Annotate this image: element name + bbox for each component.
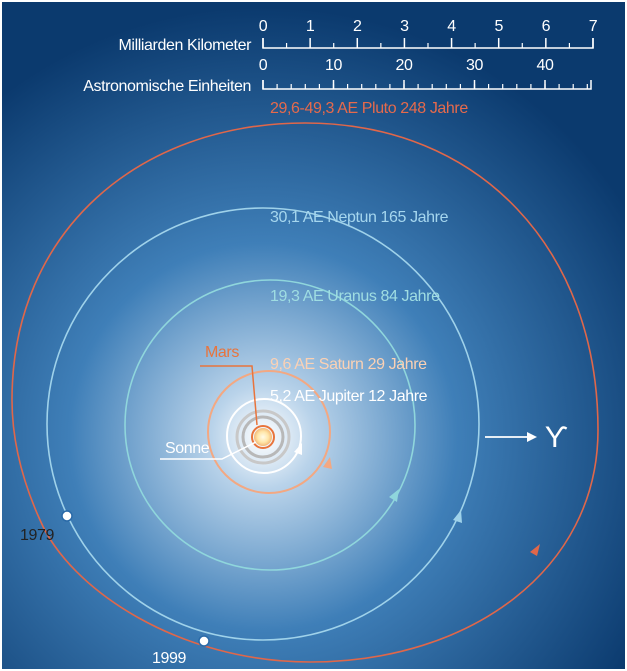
km-tick-label: 7 — [589, 18, 598, 35]
uranus-arrow — [389, 489, 399, 502]
km-scale-label: Milliarden Kilometer — [119, 37, 253, 54]
sun-leader — [160, 441, 257, 460]
km-tick-label: 2 — [353, 18, 362, 35]
mars-label: Mars — [205, 344, 239, 361]
saturn-orbit — [207, 370, 331, 494]
year-1979: 1979 — [20, 527, 54, 544]
asteroid-belt-inner — [241, 415, 285, 459]
saturn-label: 9,6 AE Saturn 29 Jahre — [270, 356, 427, 373]
au-tick-label: 10 — [325, 57, 342, 74]
jupiter-label: 5,2 AE Jupiter 12 Jahre — [270, 388, 428, 405]
pluto-orbit — [11, 122, 599, 663]
crossing-1979 — [61, 510, 73, 522]
jupiter-orbit — [226, 398, 302, 474]
jupiter-arrow — [294, 443, 302, 455]
km-tick-label: 3 — [400, 18, 409, 35]
saturn-arrow — [323, 457, 332, 469]
mars-leader — [200, 365, 258, 426]
vernal-point-symbol: ϒ — [545, 421, 568, 454]
neptune-arrow — [453, 510, 462, 523]
mars-orbit — [251, 425, 275, 449]
au-scale-label: Astronomische Einheiten — [83, 78, 251, 95]
km-tick-label: 4 — [447, 18, 456, 35]
au-tick-label: 0 — [259, 57, 268, 74]
asteroid-belt — [235, 409, 291, 465]
km-tick-label: 6 — [542, 18, 551, 35]
uranus-orbit — [124, 279, 416, 571]
au-tick-label: 30 — [466, 57, 483, 74]
pluto-arrow — [530, 544, 540, 556]
sun — [254, 428, 272, 446]
vernal-arrowhead — [527, 432, 537, 442]
crossing-1999 — [198, 635, 210, 647]
sun-label: Sonne — [165, 440, 210, 457]
au-tick-label: 20 — [396, 57, 413, 74]
pluto-label: 29,6-49,3 AE Pluto 248 Jahre — [270, 100, 468, 117]
neptune-label: 30,1 AE Neptun 165 Jahre — [270, 209, 449, 226]
km-tick-label: 0 — [259, 18, 268, 35]
uranus-label: 19,3 AE Uranus 84 Jahre — [270, 288, 440, 305]
km-tick-label: 1 — [306, 18, 315, 35]
neptune-orbit — [46, 207, 480, 641]
year-1999: 1999 — [152, 650, 186, 667]
km-tick-label: 5 — [494, 18, 503, 35]
au-tick-label: 40 — [537, 57, 554, 74]
